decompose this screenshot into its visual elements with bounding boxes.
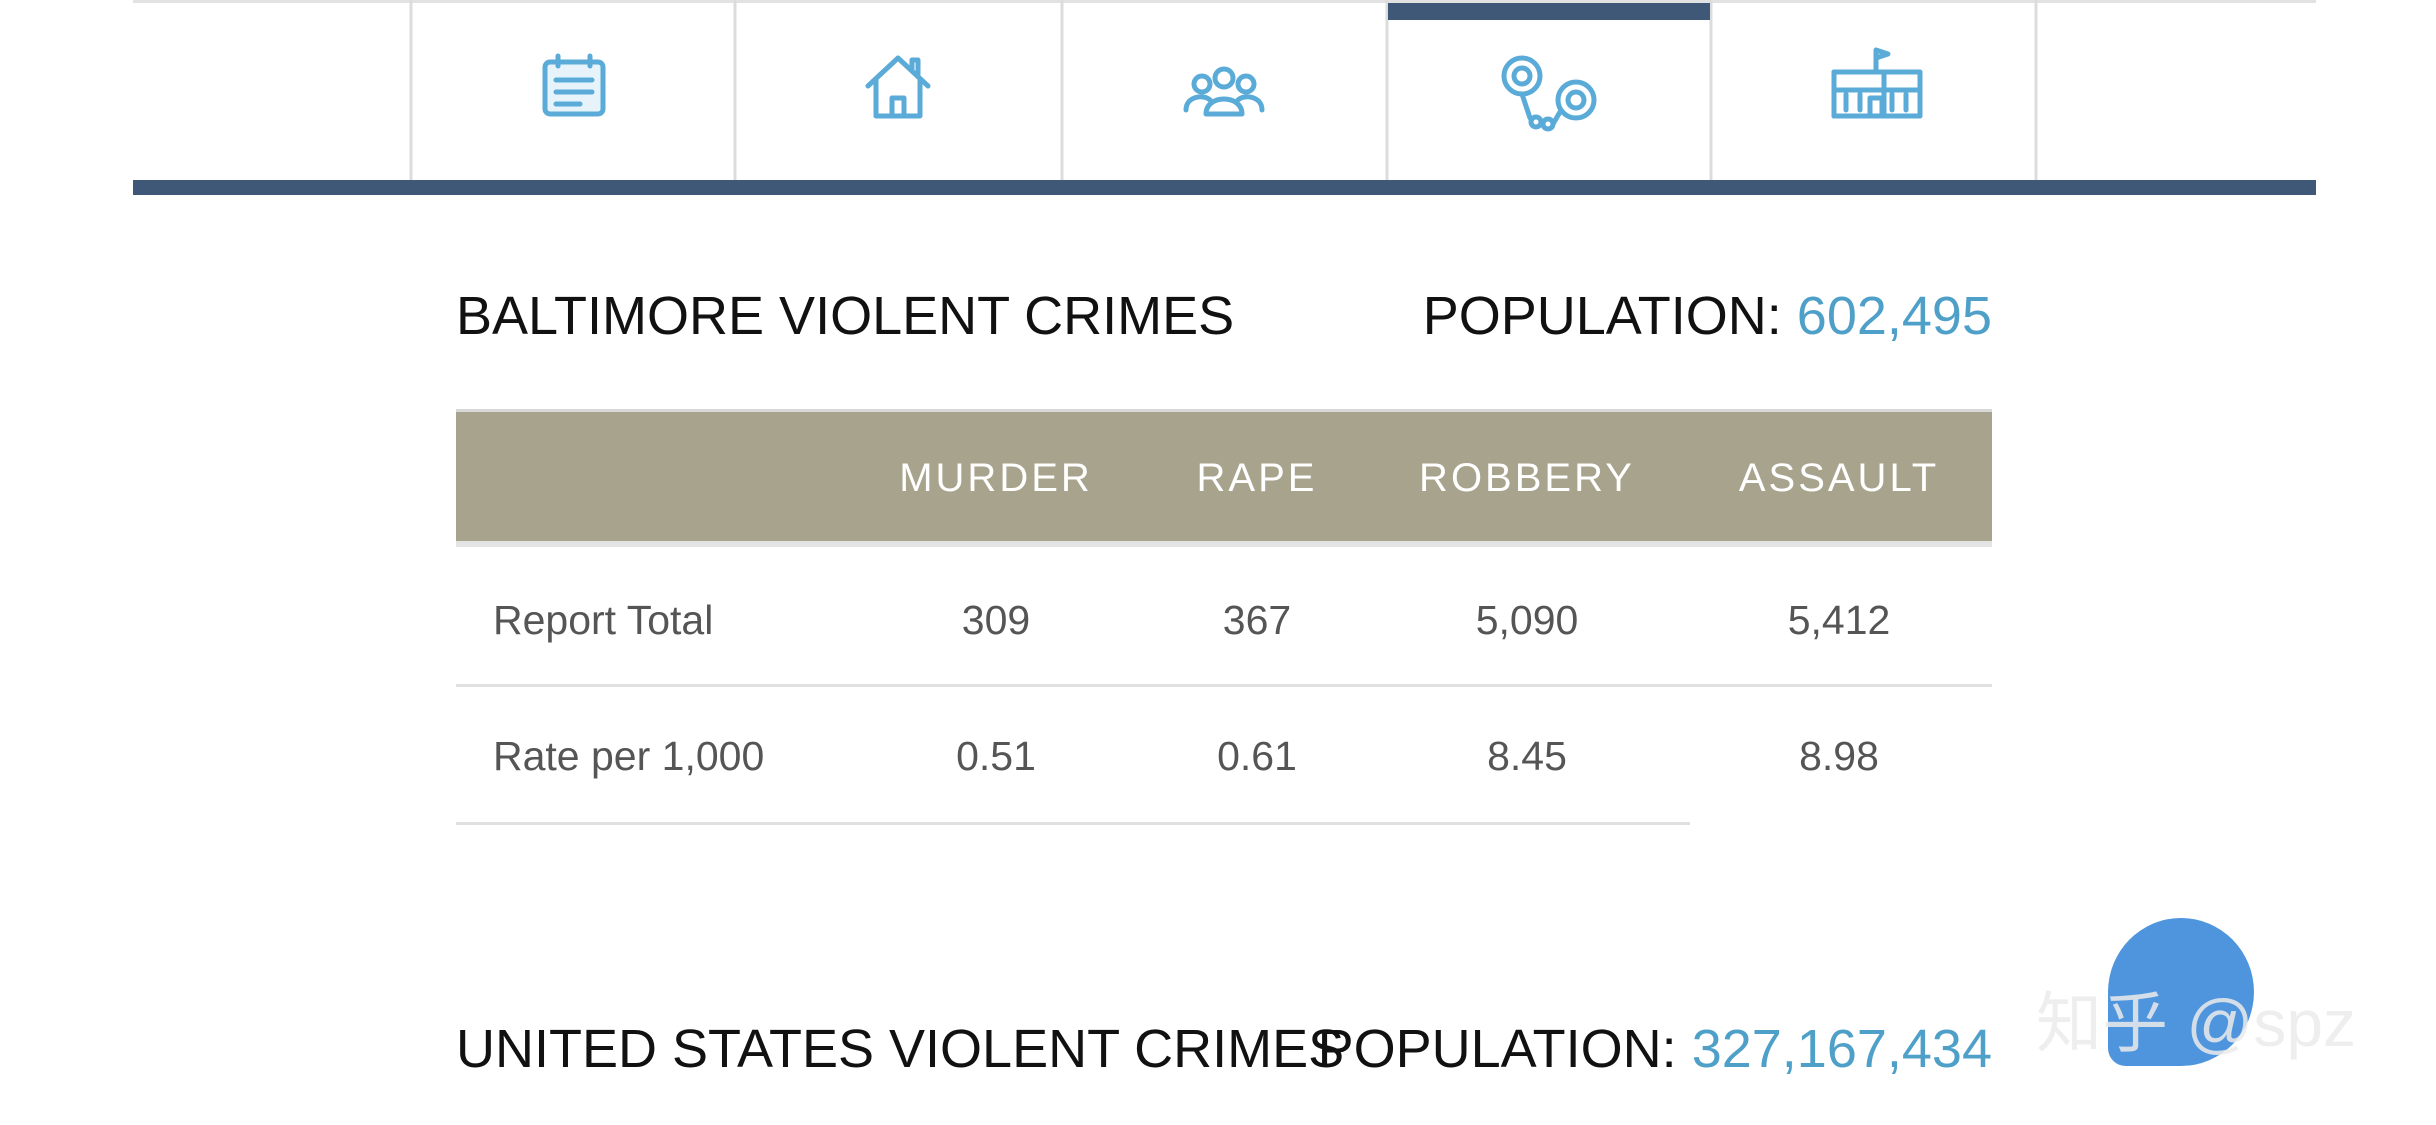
population-value: 602,495 (1796, 286, 1992, 346)
people-tab[interactable] (1183, 66, 1265, 117)
column-header: ASSAULT (1738, 456, 1940, 500)
population-label: POPULATION: (1317, 1019, 1677, 1079)
nav-bar (133, 0, 2316, 195)
table-cell: 5,412 (1787, 597, 1891, 643)
column-header: RAPE (1196, 456, 1318, 500)
table-cell: 0.51 (956, 733, 1036, 779)
row-divider (456, 822, 1690, 825)
population-value: 327,167,434 (1691, 1019, 1992, 1079)
population: POPULATION: 327,167,434 (1318, 1022, 1992, 1076)
row-divider (456, 684, 1992, 687)
population: POPULATION: 602,495 (1423, 289, 1992, 343)
table-header (456, 409, 1992, 547)
nav-bottom-bar (133, 180, 2316, 195)
table-cell: 309 (961, 597, 1031, 643)
row-label: Report Total (493, 597, 714, 643)
float-button[interactable] (2108, 918, 2254, 1066)
table-cell: 367 (1222, 597, 1292, 643)
crime-tab[interactable] (1501, 55, 1597, 132)
nav-top-border (133, 0, 2316, 3)
watermark: 知乎 @spz (2036, 986, 2357, 1060)
table-cell: 8.98 (1799, 733, 1879, 779)
section-title: BALTIMORE VIOLENT CRIMES (456, 286, 1235, 346)
table-cell: 5,090 (1475, 597, 1579, 643)
column-header: ROBBERY (1419, 456, 1635, 500)
school-tab[interactable] (1831, 47, 1923, 119)
active-tab-indicator (1388, 3, 1710, 20)
calendar-tab[interactable] (542, 53, 606, 117)
home-tab[interactable] (865, 55, 931, 119)
table-cell: 0.61 (1217, 733, 1297, 779)
column-header: MURDER (899, 456, 1093, 500)
section-title: UNITED STATES VIOLENT CRIMES (456, 1019, 1345, 1079)
row-label: Rate per 1,000 (493, 733, 765, 779)
table-cell: 8.45 (1487, 733, 1567, 779)
population-label: POPULATION: (1422, 286, 1782, 346)
